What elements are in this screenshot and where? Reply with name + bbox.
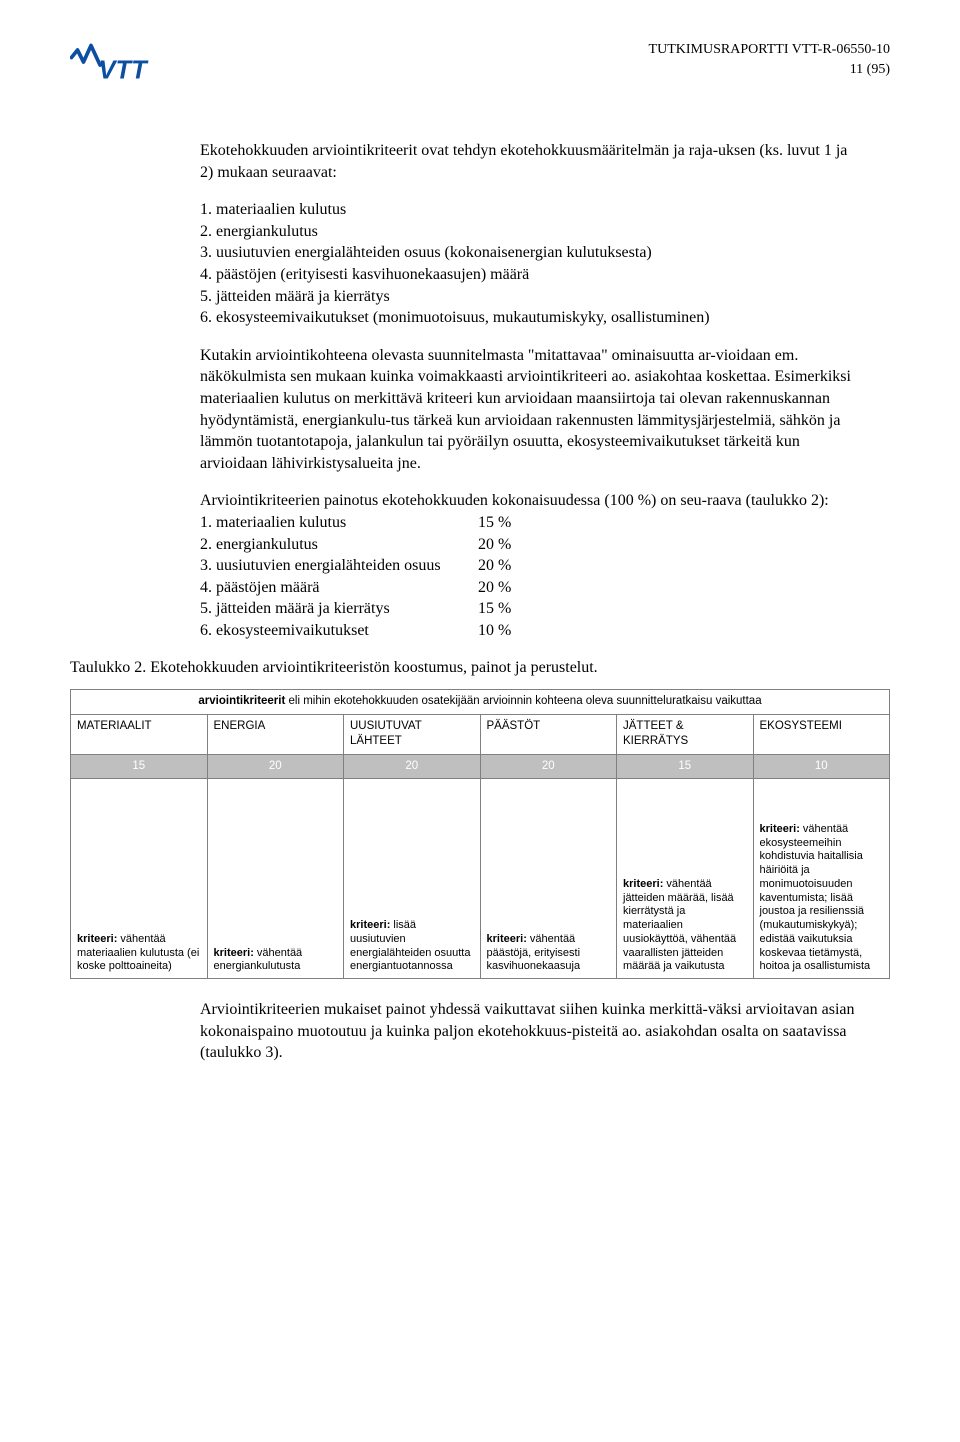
list1-item: 1. materiaalien kulutus bbox=[200, 199, 860, 221]
list2-label: 2. energiankulutus bbox=[200, 534, 470, 556]
weight-cell: 15 bbox=[617, 754, 754, 779]
criteria-cell: kriteeri: vähentää materiaalien kulutust… bbox=[71, 779, 208, 979]
weight-cell: 20 bbox=[207, 754, 344, 779]
banner-rest: eli mihin ekotehokkuuden osatekijään arv… bbox=[285, 695, 761, 707]
weights-block: Arviointikriteerien painotus ekotehokkuu… bbox=[200, 490, 860, 641]
weights-lead: Arviointikriteerien painotus ekotehokkuu… bbox=[200, 490, 860, 512]
list2-item: 4. päästöjen määrä 20 % bbox=[200, 577, 860, 599]
weight-cell: 20 bbox=[480, 754, 617, 779]
criteria-cell: kriteeri: vähentää päästöjä, erityisesti… bbox=[480, 779, 617, 979]
table-caption: Taulukko 2. Ekotehokkuuden arviointikrit… bbox=[70, 657, 890, 679]
list2-item: 5. jätteiden määrä ja kierrätys 15 % bbox=[200, 598, 860, 620]
criteria-bold: kriteeri: bbox=[487, 933, 527, 945]
page: VTT TUTKIMUSRAPORTTI VTT-R-06550-10 11 (… bbox=[0, 0, 960, 1120]
table-criteria-row: kriteeri: vähentää materiaalien kulutust… bbox=[71, 779, 890, 979]
body-column: Ekotehokkuuden arviointikriteerit ovat t… bbox=[200, 140, 860, 641]
list2-value: 20 % bbox=[478, 577, 511, 599]
col-header: JÄTTEET & KIERRÄTYS bbox=[617, 714, 754, 754]
banner-bold: arviointikriteerit bbox=[198, 695, 285, 707]
list1-item: 4. päästöjen (erityisesti kasvihuonekaas… bbox=[200, 264, 860, 286]
col-header: ENERGIA bbox=[207, 714, 344, 754]
vtt-logo-svg: VTT bbox=[70, 40, 190, 90]
criteria-text: vähentää ekosysteemeihin kohdistuvia hai… bbox=[760, 823, 871, 973]
footer-paragraph: Arviointikriteerien mukaiset painot yhde… bbox=[200, 999, 860, 1064]
list2-label: 5. jätteiden määrä ja kierrätys bbox=[200, 598, 470, 620]
criteria-bold: kriteeri: bbox=[623, 878, 663, 890]
list1-item: 3. uusiutuvien energialähteiden osuus (k… bbox=[200, 242, 860, 264]
list2-value: 15 % bbox=[478, 512, 511, 534]
col-header: UUSIUTUVAT LÄHTEET bbox=[344, 714, 481, 754]
list2-value: 20 % bbox=[478, 555, 511, 577]
list2-item: 6. ekosysteemivaikutukset 10 % bbox=[200, 620, 860, 642]
intro-paragraph: Ekotehokkuuden arviointikriteerit ovat t… bbox=[200, 140, 860, 183]
list2-item: 1. materiaalien kulutus 15 % bbox=[200, 512, 860, 534]
criteria-bold: kriteeri: bbox=[77, 933, 117, 945]
weight-cell: 20 bbox=[344, 754, 481, 779]
criteria-bold: kriteeri: bbox=[350, 919, 390, 931]
criteria-cell: kriteeri: vähentää ekosysteemeihin kohdi… bbox=[753, 779, 890, 979]
vtt-logo: VTT bbox=[70, 40, 190, 90]
list2-label: 3. uusiutuvien energialähteiden osuus bbox=[200, 555, 470, 577]
col-header: EKOSYSTEEMI bbox=[753, 714, 890, 754]
weight-cell: 10 bbox=[753, 754, 890, 779]
list2-label: 4. päästöjen määrä bbox=[200, 577, 470, 599]
weight-cell: 15 bbox=[71, 754, 208, 779]
list2-value: 20 % bbox=[478, 534, 511, 556]
page-number: 11 (95) bbox=[649, 60, 890, 80]
criteria-bold: kriteeri: bbox=[214, 947, 254, 959]
criteria-cell: kriteeri: vähentää energiankulutusta bbox=[207, 779, 344, 979]
list2-item: 3. uusiutuvien energialähteiden osuus 20… bbox=[200, 555, 860, 577]
logo-text: VTT bbox=[99, 57, 150, 85]
list2-label: 1. materiaalien kulutus bbox=[200, 512, 470, 534]
table-weights-row: 15 20 20 20 15 10 bbox=[71, 754, 890, 779]
table-banner: arviointikriteerit eli mihin ekotehokkuu… bbox=[71, 690, 890, 715]
list1-item: 5. jätteiden määrä ja kierrätys bbox=[200, 286, 860, 308]
col-header: MATERIAALIT bbox=[71, 714, 208, 754]
list2-value: 15 % bbox=[478, 598, 511, 620]
footer-paragraph-wrap: Arviointikriteerien mukaiset painot yhde… bbox=[200, 999, 860, 1064]
list1-item: 2. energiankulutus bbox=[200, 221, 860, 243]
table-header-row: MATERIAALIT ENERGIA UUSIUTUVAT LÄHTEET P… bbox=[71, 714, 890, 754]
list2-item: 2. energiankulutus 20 % bbox=[200, 534, 860, 556]
list2-value: 10 % bbox=[478, 620, 511, 642]
criteria-cell: kriteeri: lisää uusiutuvien energialähte… bbox=[344, 779, 481, 979]
paragraph-2: Kutakin arviointikohteena olevasta suunn… bbox=[200, 345, 860, 475]
criteria-text: vähentää jätteiden määrää, lisää kierrät… bbox=[623, 878, 736, 973]
list2-label: 6. ekosysteemivaikutukset bbox=[200, 620, 470, 642]
list1-item: 6. ekosysteemivaikutukset (monimuotoisuu… bbox=[200, 307, 860, 329]
report-id: TUTKIMUSRAPORTTI VTT-R-06550-10 bbox=[649, 40, 890, 60]
table-banner-row: arviointikriteerit eli mihin ekotehokkuu… bbox=[71, 690, 890, 715]
criteria-table: arviointikriteerit eli mihin ekotehokkuu… bbox=[70, 689, 890, 979]
page-header: VTT TUTKIMUSRAPORTTI VTT-R-06550-10 11 (… bbox=[70, 40, 890, 90]
col-header: PÄÄSTÖT bbox=[480, 714, 617, 754]
criteria-list-1: 1. materiaalien kulutus 2. energiankulut… bbox=[200, 199, 860, 329]
criteria-bold: kriteeri: bbox=[760, 823, 800, 835]
criteria-cell: kriteeri: vähentää jätteiden määrää, lis… bbox=[617, 779, 754, 979]
header-right: TUTKIMUSRAPORTTI VTT-R-06550-10 11 (95) bbox=[649, 40, 890, 79]
